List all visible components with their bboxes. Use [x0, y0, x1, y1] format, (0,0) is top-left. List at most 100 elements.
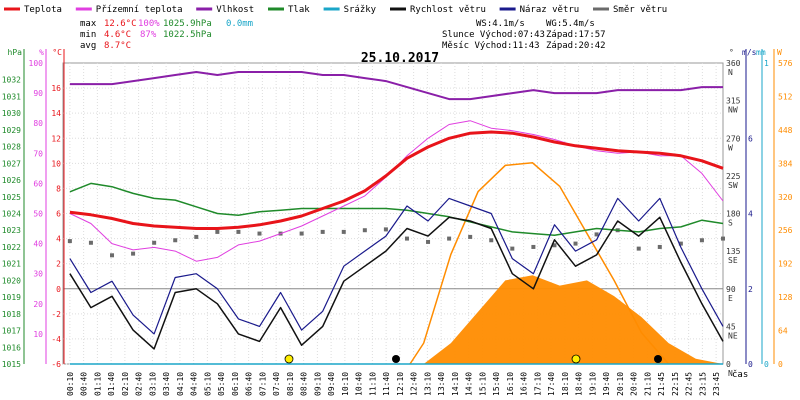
x-axis-label: čas	[732, 369, 748, 380]
tick-wm2: 0	[778, 360, 783, 369]
tick-temp: 10	[51, 159, 61, 168]
wind-direction-point	[721, 236, 725, 241]
markers	[284, 354, 662, 364]
tick-temp: 2	[56, 260, 61, 269]
tick-hpa: 1023	[2, 226, 21, 235]
x-tick-label: 17:10	[533, 372, 542, 396]
wind-direction-point	[552, 243, 557, 248]
wind-direction-point	[573, 241, 578, 246]
tick-hpa: 1029	[2, 126, 21, 135]
x-tick-label: 03:10	[148, 372, 157, 396]
tick-wm2: 128	[778, 293, 793, 302]
wind-direction-point	[447, 236, 452, 241]
tick-compass: N	[728, 369, 733, 378]
humidity-line	[69, 71, 723, 101]
tick-hpa: 1017	[2, 327, 21, 336]
wind-direction-point	[299, 231, 304, 236]
tick-hpa: 1028	[2, 143, 21, 152]
x-tick-label: 16:40	[520, 372, 529, 396]
x-tick-label: 23:45	[712, 372, 721, 396]
wind-direction-point	[383, 227, 388, 232]
tick-hpa: 1031	[2, 92, 21, 101]
axis-label-ms: m/s	[742, 48, 757, 57]
tick-dir: 180	[726, 210, 741, 219]
tick-mm: 1	[764, 59, 769, 68]
temperature-line	[69, 130, 724, 230]
legend-label: Vlhkost	[216, 5, 254, 15]
tick-hpa: 1018	[2, 310, 21, 319]
tick-wm2: 512	[778, 92, 793, 101]
wind-direction-point	[110, 253, 115, 258]
axis-label-dir: °	[729, 48, 734, 57]
x-tick-label: 07:10	[258, 372, 267, 396]
tick-dir: 0	[726, 360, 731, 369]
wind-direction-point	[194, 234, 199, 239]
tick-dir: 270	[726, 134, 741, 143]
x-tick-label: 09:40	[327, 372, 336, 396]
tick-wm2: 384	[778, 159, 793, 168]
tick-compass: SW	[728, 181, 738, 190]
x-tick-label: 16:10	[506, 372, 515, 396]
wind-direction-point	[236, 229, 241, 234]
wind-gust-line	[69, 197, 724, 335]
tick-temp: 0	[56, 285, 61, 294]
x-tick-label: 12:10	[396, 372, 405, 396]
x-tick-label: 11:40	[382, 372, 391, 396]
legend-label: Teplota	[24, 5, 62, 15]
tick-temp: 8	[56, 184, 61, 193]
chart-title: 25.10.2017	[361, 51, 439, 66]
axis-label-mm: mm	[756, 48, 766, 57]
tick-pct: 40	[33, 240, 43, 249]
x-tick-label: 00:40	[80, 372, 89, 396]
tick-hpa: 1024	[2, 210, 21, 219]
tick-dir: 135	[726, 247, 741, 256]
tick-temp: 14	[51, 109, 61, 118]
x-tick-label: 21:10	[643, 372, 652, 396]
stat-max-press: 1025.9hPa	[163, 19, 212, 29]
legend-label: Náraz větru	[520, 5, 580, 15]
stat-min-label: min	[80, 30, 96, 40]
info-wind-speed: WS:4.1m/s	[476, 19, 525, 29]
tick-compass: S	[728, 219, 733, 228]
wind-direction-point	[489, 238, 494, 243]
wind-direction-point	[257, 231, 262, 236]
tick-wm2: 192	[778, 260, 793, 269]
axis-label-hpa: hPa	[8, 48, 23, 57]
wind-direction-point	[636, 246, 641, 251]
x-tick-label: 02:10	[121, 372, 130, 396]
tick-temp: 4	[56, 235, 61, 244]
stat-min-press: 1022.5hPa	[163, 30, 212, 40]
x-tick-label: 11:10	[368, 372, 377, 396]
x-tick-label: 15:10	[478, 372, 487, 396]
wind-direction-point	[531, 244, 536, 249]
tick-hpa: 1021	[2, 260, 21, 269]
tick-temp: 6	[56, 210, 61, 219]
wind-direction-point	[510, 246, 515, 251]
x-tick-label: 19:40	[602, 372, 611, 396]
tick-pct: 30	[33, 270, 43, 279]
x-tick-label: 17:40	[547, 372, 556, 396]
x-tick-label: 08:10	[286, 372, 295, 396]
wind-direction-point	[699, 238, 704, 243]
x-tick-label: 08:40	[300, 372, 309, 396]
legend-label: Přízemní teplota	[96, 5, 183, 15]
wind-direction-point	[426, 239, 431, 244]
x-tick-label: 19:10	[588, 372, 597, 396]
info-sun-set: Západ:17:57	[546, 30, 606, 40]
tick-temp: -4	[51, 335, 61, 344]
stat-max-temp: 12.6°C	[104, 19, 137, 29]
tick-hpa: 1019	[2, 293, 21, 302]
tick-compass: E	[728, 294, 733, 303]
x-tick-label: 12:40	[410, 372, 419, 396]
tick-dir: 315	[726, 97, 741, 106]
tick-compass: W	[728, 143, 733, 152]
plot-area	[67, 71, 725, 365]
x-tick-label: 09:10	[313, 372, 322, 396]
tick-wm2: 64	[778, 327, 788, 336]
tick-temp: 12	[51, 134, 61, 143]
tick-dir: 360	[726, 59, 741, 68]
legend: Teplota Přízemní teplota Vlhkost Tlak Srážky…	[4, 5, 667, 15]
info-sun-rise: Slunce Východ:07:43	[442, 30, 545, 40]
x-tick-label: 14:10	[451, 372, 460, 396]
axis-label-temp: °C	[52, 48, 62, 57]
